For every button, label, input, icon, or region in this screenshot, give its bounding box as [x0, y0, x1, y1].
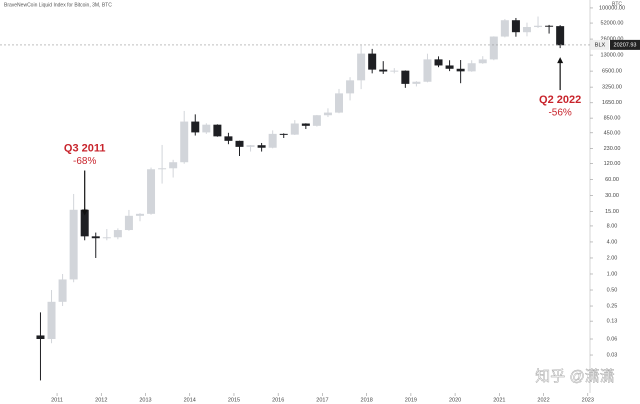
- candle-body: [246, 145, 255, 147]
- arrow-head: [557, 57, 564, 64]
- y-tick-label: 0.50: [607, 287, 618, 293]
- y-tick-label: 26000.00: [601, 37, 624, 43]
- candle-body: [467, 63, 476, 72]
- y-tick-label: 0.13: [607, 319, 618, 325]
- x-tick-label: 2021: [493, 397, 505, 403]
- candle-body: [500, 20, 509, 37]
- candle-body: [124, 215, 133, 231]
- y-tick-label: 850.00: [604, 116, 621, 122]
- x-tick-label: 2013: [139, 397, 151, 403]
- x-tick-label: 2014: [184, 397, 196, 403]
- candle-body: [191, 121, 200, 133]
- candle-body: [147, 169, 156, 214]
- candle-body: [224, 136, 233, 141]
- y-tick-label: 8.00: [607, 223, 618, 229]
- candle-body: [158, 168, 167, 170]
- watermark: 知乎 @潇潇: [535, 368, 614, 385]
- candle-body: [180, 121, 189, 163]
- candle-body: [335, 93, 344, 113]
- candle-body: [357, 53, 366, 81]
- y-tick-label: 3250.00: [602, 85, 622, 91]
- y-tick-label: 4.00: [607, 239, 618, 245]
- candle-body: [412, 81, 421, 84]
- candle-body: [434, 59, 443, 66]
- candle-body: [556, 26, 565, 46]
- candle-body: [522, 27, 531, 33]
- candle-body: [368, 53, 377, 70]
- y-tick-label: 52000.00: [601, 21, 624, 27]
- candle-body: [478, 59, 487, 64]
- candle-body: [390, 70, 399, 72]
- candle-body: [534, 25, 543, 28]
- candle-body: [511, 20, 520, 33]
- candle-body: [423, 59, 432, 82]
- candle-body: [91, 236, 100, 239]
- last-price-value: 20207.93: [614, 42, 637, 48]
- candle-body: [80, 209, 89, 237]
- y-tick-label: 6500.00: [602, 69, 622, 75]
- y-unit: BTC: [612, 1, 622, 7]
- x-tick-label: 2019: [405, 397, 417, 403]
- candle-body: [268, 133, 277, 148]
- candle-body: [489, 36, 498, 60]
- last-price-tag: BLX: [595, 42, 606, 48]
- candle-body: [69, 209, 78, 280]
- y-tick-label: 0.06: [607, 336, 618, 342]
- annotation-text: -56%: [548, 108, 571, 119]
- last-price-tag-bg: [591, 39, 609, 50]
- candle-body: [47, 301, 56, 340]
- x-tick-label: 2020: [449, 397, 461, 403]
- candle-body: [456, 68, 465, 72]
- y-tick-label: 30.00: [605, 193, 619, 199]
- candle-body: [36, 335, 45, 340]
- x-tick-label: 2012: [95, 397, 107, 403]
- annotation-text: -68%: [73, 156, 96, 167]
- y-tick-label: 2.00: [607, 255, 618, 261]
- candle-body: [135, 213, 144, 216]
- candle-body: [58, 279, 67, 302]
- y-tick-label: 0.25: [607, 303, 618, 309]
- candle-body: [401, 70, 410, 84]
- candle-body: [545, 25, 554, 27]
- y-tick-label: 230.00: [604, 146, 621, 152]
- last-price-box: [610, 39, 640, 50]
- x-tick-label: 2017: [316, 397, 328, 403]
- candle-body: [235, 140, 244, 147]
- y-tick-label: 13000.00: [601, 53, 624, 59]
- x-tick-label: 2018: [361, 397, 373, 403]
- y-tick-label: 450.00: [604, 130, 621, 136]
- candle-body: [323, 112, 332, 116]
- candle-body: [290, 123, 299, 135]
- candle-body: [202, 124, 211, 133]
- candle-body: [213, 124, 222, 137]
- x-tick-label: 2016: [272, 397, 284, 403]
- y-tick-label: 1.00: [607, 271, 618, 277]
- candle-body: [169, 162, 178, 169]
- x-tick-label: 2011: [51, 397, 63, 403]
- y-tick-label: 120.00: [604, 161, 621, 167]
- candle-body: [301, 123, 310, 126]
- chart-title: BraveNewCoin Liquid Index for Bitcoin, 3…: [4, 2, 112, 8]
- candle-body: [379, 69, 388, 72]
- y-tick-label: 100000.00: [599, 5, 625, 11]
- candle-body: [346, 80, 355, 94]
- candle-body: [257, 145, 266, 148]
- x-tick-label: 2015: [228, 397, 240, 403]
- annotation-title: Q2 2022: [539, 94, 581, 106]
- candle-body: [312, 115, 321, 126]
- candle-body: [102, 237, 111, 239]
- candle-body: [279, 133, 288, 135]
- y-tick-label: 60.00: [605, 177, 619, 183]
- y-tick-label: 15.00: [605, 209, 619, 215]
- x-tick-label: 2023: [582, 397, 594, 403]
- y-tick-label: 0.03: [607, 352, 618, 358]
- x-tick-label: 2022: [537, 397, 549, 403]
- arrow-head: [81, 209, 88, 216]
- y-tick-label: 1650.00: [602, 100, 622, 106]
- annotation-title: Q3 2011: [64, 142, 106, 154]
- candle-body: [113, 230, 122, 238]
- candle-body: [445, 65, 454, 69]
